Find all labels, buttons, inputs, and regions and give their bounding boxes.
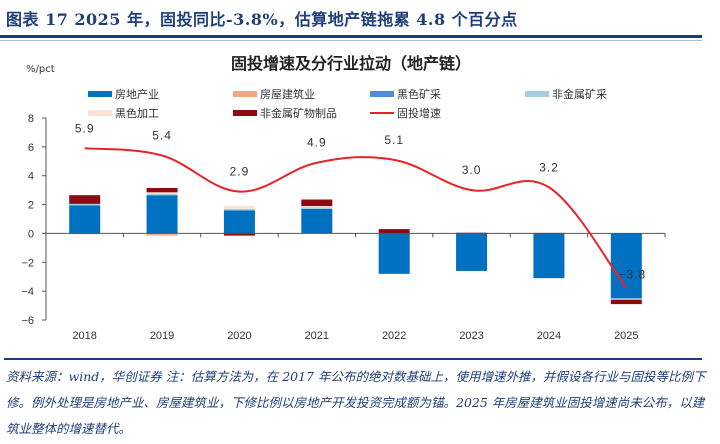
label-layer: 5.9 5.4 2.9 4.9 5.1 3.0 3.2 −3.8 bbox=[75, 121, 646, 281]
bar-segment bbox=[146, 233, 178, 236]
y-axis-unit-label: %/pct bbox=[26, 64, 55, 75]
legend-line-swatch bbox=[370, 112, 394, 114]
legend-item-ferrous-mining: 黑色矿采 bbox=[370, 86, 441, 102]
bar-segment bbox=[301, 208, 333, 234]
bar-segment bbox=[301, 206, 333, 208]
legend-swatch bbox=[233, 110, 257, 116]
top-thin-rule bbox=[0, 40, 702, 41]
bar-segment bbox=[69, 205, 101, 234]
line-data-label: 2.9 bbox=[230, 165, 250, 179]
bar-segment bbox=[610, 233, 642, 299]
line-data-label: 5.4 bbox=[152, 129, 172, 143]
y-tick-label: 8 bbox=[28, 113, 34, 125]
source-note: 资料来源：wind，华创证券 注：估算方法为，在 2017 年公布的绝对数基础上… bbox=[6, 369, 706, 436]
line-data-label: −3.8 bbox=[618, 267, 646, 281]
legend-swatch bbox=[88, 91, 112, 97]
bar-segment bbox=[223, 210, 255, 234]
x-tick-label: 2022 bbox=[382, 330, 406, 342]
bar-segment bbox=[301, 207, 333, 209]
axis-layer: 8 6 4 2 0 −2 −4 −6 2018 2019 2020 2021 2022 2023 2024 2… bbox=[21, 113, 666, 342]
line-data-label: 3.0 bbox=[462, 163, 482, 177]
bar-segment bbox=[378, 229, 410, 234]
x-tick-label: 2021 bbox=[305, 330, 329, 342]
bar-segment bbox=[301, 199, 333, 207]
line-data-label: 5.9 bbox=[75, 121, 95, 135]
y-tick-label: 4 bbox=[28, 171, 34, 183]
legend-label: 房地产业 bbox=[115, 88, 159, 101]
bar-segment bbox=[223, 208, 255, 211]
bar-segment bbox=[146, 193, 178, 196]
legend-swatch bbox=[525, 91, 549, 97]
legend-label: 黑色矿采 bbox=[397, 88, 441, 101]
y-tick-label: 0 bbox=[28, 228, 34, 240]
legend-label: 黑色加工 bbox=[115, 107, 159, 120]
chart-title: 固投增速及分行业拉动（地产链） bbox=[230, 54, 471, 73]
bar-segment bbox=[610, 299, 642, 305]
y-tick-label: 6 bbox=[28, 142, 34, 154]
legend-swatch bbox=[370, 91, 394, 97]
line-layer bbox=[84, 147, 628, 289]
bar-segment bbox=[223, 233, 255, 236]
x-tick-label: 2023 bbox=[459, 330, 483, 342]
bar-segment bbox=[69, 195, 101, 204]
legend-label: 房屋建筑业 bbox=[260, 88, 315, 101]
line-series-fai-growth bbox=[84, 147, 628, 289]
bottom-rule bbox=[4, 358, 702, 360]
legend-swatch bbox=[88, 110, 112, 116]
line-data-label: 4.9 bbox=[307, 136, 327, 150]
bars-layer bbox=[69, 187, 642, 305]
bar-segment bbox=[456, 233, 488, 271]
bar-segment bbox=[146, 192, 178, 194]
line-data-label: 5.1 bbox=[384, 133, 404, 147]
x-tick-label: 2025 bbox=[614, 330, 638, 342]
x-tick-label: 2018 bbox=[72, 330, 96, 342]
legend-item-fai-growth: 固投增速 bbox=[370, 105, 441, 121]
line-data-label: 3.2 bbox=[539, 160, 559, 174]
x-tick-label: 2024 bbox=[537, 330, 561, 342]
y-tick-label: −2 bbox=[21, 257, 34, 269]
y-tick-label: −4 bbox=[21, 286, 34, 298]
x-tick-label: 2020 bbox=[227, 330, 251, 342]
legend-label: 固投增速 bbox=[397, 107, 441, 120]
legend-swatch bbox=[233, 91, 257, 97]
bar-segment bbox=[533, 233, 565, 279]
figure-title: 图表 17 2025 年，固投同比-3.8%，估算地产链拖累 4.8 个百分点 bbox=[6, 10, 518, 29]
x-tick-label: 2019 bbox=[150, 330, 174, 342]
bar-segment bbox=[223, 206, 255, 209]
bar-segment bbox=[146, 187, 178, 193]
legend-label: 非金属矿采 bbox=[552, 88, 607, 101]
bar-segment bbox=[69, 203, 101, 206]
legend-item-nonmetal-mining: 非金属矿采 bbox=[525, 86, 607, 102]
bar-segment bbox=[146, 195, 178, 234]
legend-item-real-estate: 房地产业 bbox=[88, 86, 159, 102]
bar-segment bbox=[610, 298, 642, 300]
y-tick-label: −6 bbox=[21, 315, 34, 327]
y-tick-label: 2 bbox=[28, 200, 34, 212]
legend-item-ferrous-processing: 黑色加工 bbox=[88, 105, 159, 121]
top-rule bbox=[0, 35, 702, 38]
legend-label: 非金属矿物制品 bbox=[260, 107, 337, 120]
legend-item-nonmetal-products: 非金属矿物制品 bbox=[233, 105, 337, 121]
bar-segment bbox=[378, 233, 410, 274]
legend-item-housing-construction: 房屋建筑业 bbox=[233, 86, 315, 102]
